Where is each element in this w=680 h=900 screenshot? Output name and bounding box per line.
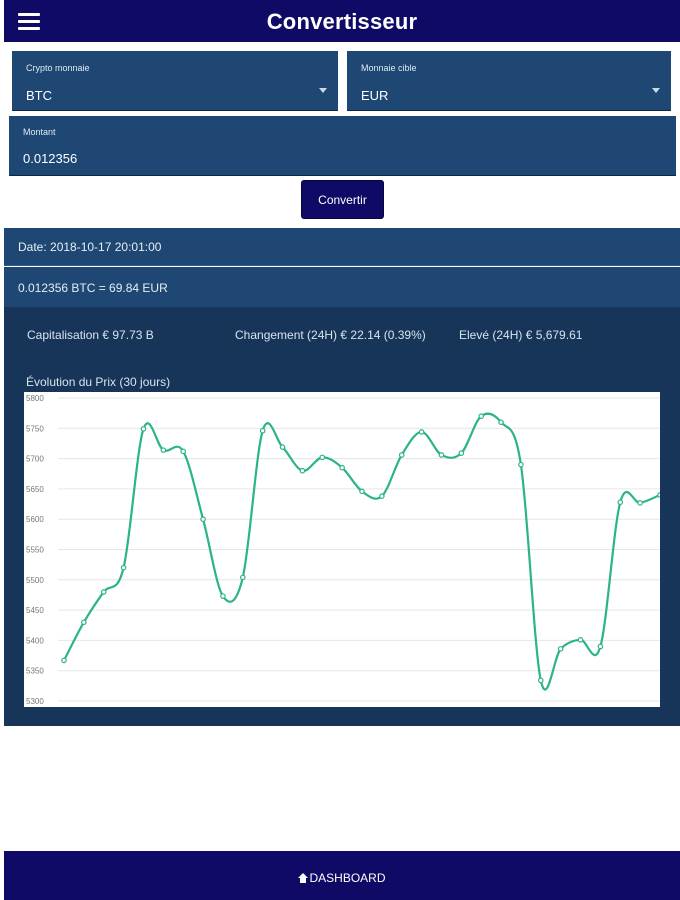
price-point [478, 413, 485, 419]
price-point [657, 492, 660, 498]
price-point [200, 516, 206, 523]
chart-title: Évolution du Prix (30 jours) [26, 375, 171, 389]
y-tick-label: 5650 [26, 485, 44, 494]
price-point [279, 444, 286, 450]
dashboard-nav-button[interactable]: DASHBOARD [4, 871, 680, 885]
price-point [259, 427, 266, 434]
price-point [617, 499, 624, 506]
price-point [339, 464, 345, 471]
target-currency-label: Monnaie cible [361, 63, 417, 73]
price-chart-svg: 5300 5350 5400 5450 5500 5550 5600 5650 5700 5750… [26, 394, 660, 706]
y-tick-label: 5400 [26, 636, 44, 645]
target-currency-value: EUR [361, 88, 389, 103]
y-tick-label: 5550 [26, 546, 44, 555]
bottom-nav-bar: DASHBOARD [4, 851, 680, 900]
y-tick-label: 5500 [26, 576, 44, 585]
conversion-result: 0.012356 BTC = 69.84 EUR [4, 267, 680, 307]
price-point [537, 677, 544, 684]
chevron-down-icon [319, 88, 327, 93]
amount-value[interactable]: 0.012356 [23, 151, 78, 166]
y-tick-label: 5750 [26, 424, 44, 433]
price-point [240, 574, 246, 581]
price-point [379, 493, 385, 499]
price-point [637, 500, 643, 506]
market-cap-stat: Capitalisation € 97.73 B [27, 328, 154, 342]
conversion-date: Date: 2018-10-17 20:01:00 [4, 228, 680, 266]
price-point [140, 426, 147, 432]
amount-label: Montant [23, 127, 56, 137]
price-point [81, 619, 87, 626]
convert-button[interactable]: Convertir [301, 180, 384, 219]
change-24h-stat: Changement (24H) € 22.14 (0.39%) [235, 328, 426, 342]
high-24h-stat: Elevé (24H) € 5,679.61 [459, 328, 583, 342]
price-point [180, 448, 187, 455]
target-currency-select[interactable]: Monnaie cible EUR [347, 51, 671, 111]
y-tick-label: 5700 [26, 455, 44, 464]
price-point [120, 564, 127, 571]
price-point [61, 657, 67, 664]
dashboard-label: DASHBOARD [309, 871, 386, 885]
crypto-currency-value: BTC [26, 88, 52, 103]
price-point [100, 589, 107, 595]
price-point [518, 461, 524, 468]
price-chart: 5300 5350 5400 5450 5500 5550 5600 5650 5700 5750… [24, 392, 660, 707]
price-point [299, 467, 306, 474]
chevron-down-icon [652, 88, 660, 93]
hamburger-menu-icon[interactable] [16, 10, 42, 32]
price-point [438, 452, 445, 458]
price-point [418, 429, 425, 435]
crypto-currency-select[interactable]: Crypto monnaie BTC [12, 51, 338, 111]
price-point [160, 447, 167, 453]
price-point [319, 454, 326, 461]
y-tick-label: 5350 [26, 667, 44, 676]
price-point [557, 646, 564, 652]
price-point [458, 450, 465, 456]
y-tick-label: 5600 [26, 515, 44, 524]
crypto-currency-label: Crypto monnaie [26, 63, 90, 73]
y-tick-label: 5300 [26, 697, 44, 706]
price-point [498, 419, 504, 426]
top-app-bar: Convertisseur [4, 0, 680, 42]
amount-field[interactable]: Montant 0.012356 [9, 116, 676, 176]
price-point [359, 488, 365, 495]
price-point [220, 593, 226, 599]
page-title: Convertisseur [266, 9, 418, 34]
market-stats-panel: Capitalisation € 97.73 B Changement (24H… [4, 307, 680, 726]
price-point [577, 636, 584, 643]
price-point [597, 643, 604, 650]
price-series-line [63, 412, 660, 691]
price-point [398, 452, 405, 458]
home-icon [298, 873, 309, 883]
y-tick-label: 5800 [26, 394, 44, 403]
y-tick-label: 5450 [26, 606, 44, 615]
